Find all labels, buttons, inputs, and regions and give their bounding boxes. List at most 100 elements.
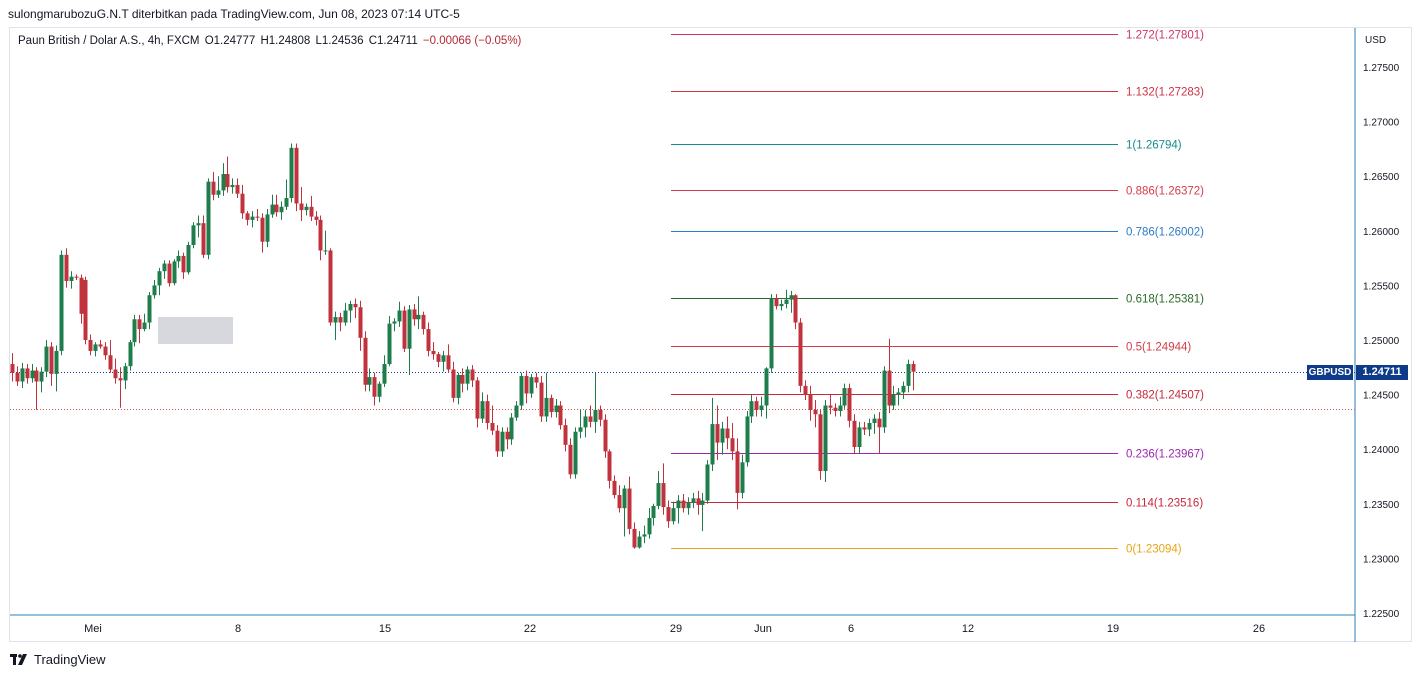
- price-tick-label: 1.26500: [1363, 172, 1400, 183]
- candle-body: [49, 346, 54, 374]
- candle: [705, 460, 710, 504]
- candle-body: [15, 372, 20, 382]
- time-tick-label: 12: [962, 623, 974, 635]
- candle: [343, 302, 348, 326]
- candle-body: [539, 382, 544, 417]
- candle-body: [108, 355, 113, 370]
- candle-body: [764, 368, 769, 406]
- candle: [833, 403, 838, 417]
- candle-body: [514, 405, 519, 418]
- candle: [74, 274, 79, 280]
- candle-body: [260, 217, 265, 242]
- candle: [230, 178, 235, 194]
- candle: [500, 427, 505, 457]
- candle-body: [470, 369, 475, 381]
- candle: [784, 289, 789, 309]
- candle: [128, 340, 133, 371]
- candle-body: [671, 508, 676, 522]
- candle: [544, 372, 549, 422]
- candle: [823, 400, 828, 482]
- time-tick-label: 6: [848, 623, 854, 635]
- tradingview-logo-icon: [10, 653, 27, 665]
- candle: [363, 331, 368, 392]
- candle: [348, 300, 353, 323]
- candle-body: [318, 219, 323, 251]
- candle-body: [328, 250, 333, 323]
- candle: [54, 345, 59, 392]
- candle: [764, 367, 769, 419]
- candle-body: [338, 317, 343, 323]
- candle: [83, 276, 88, 345]
- candle: [740, 454, 745, 499]
- candle-body: [573, 431, 578, 475]
- fib-level-label: 0.114(1.23516): [1126, 498, 1203, 510]
- candle-body: [416, 314, 421, 320]
- candle: [686, 497, 691, 515]
- candle-body: [103, 346, 108, 356]
- candle-body: [245, 213, 250, 220]
- candle-body: [431, 350, 436, 355]
- candle: [877, 412, 882, 454]
- candle-body: [377, 383, 382, 397]
- candle: [754, 396, 759, 417]
- candle: [524, 370, 529, 404]
- candle-body: [852, 420, 857, 448]
- candle-body: [769, 298, 774, 369]
- candle-body: [407, 309, 412, 349]
- candle: [172, 259, 177, 286]
- candle: [588, 405, 593, 428]
- candle-body: [867, 422, 872, 430]
- candle: [460, 368, 465, 393]
- candle-body: [774, 298, 779, 307]
- candle-body: [186, 244, 191, 273]
- candle-body: [911, 364, 916, 372]
- candle-body: [583, 416, 588, 428]
- candle: [554, 398, 559, 418]
- candle-body: [588, 416, 593, 422]
- candle-body: [289, 147, 294, 199]
- candle-body: [181, 255, 186, 273]
- fib-level-label: 1.272(1.27801): [1126, 30, 1204, 42]
- candle: [456, 372, 461, 405]
- candle: [451, 361, 456, 403]
- price-tick-label: 1.26000: [1363, 227, 1400, 238]
- time-tick-label: Jun: [754, 623, 772, 635]
- candle-body: [348, 303, 353, 311]
- candle-body: [265, 214, 270, 242]
- symbol-name: Paun British / Dolar A.S., 4h, FXCM: [18, 35, 200, 47]
- fib-level-label: 0.786(1.26002): [1126, 227, 1204, 239]
- candle-body: [191, 225, 196, 245]
- ohlc-close: C1.24711: [368, 35, 418, 47]
- candle: [93, 342, 98, 357]
- candle: [691, 492, 696, 509]
- candle-body: [808, 394, 813, 410]
- candle-body: [118, 378, 123, 381]
- candle-body: [720, 428, 725, 443]
- candle-body: [730, 438, 735, 452]
- candles: [10, 143, 916, 549]
- candle: [59, 250, 64, 356]
- candle-body: [789, 295, 794, 300]
- candle: [377, 381, 382, 403]
- footer-brand[interactable]: TradingView: [10, 652, 106, 667]
- candle: [20, 362, 25, 389]
- candle-body: [833, 407, 838, 411]
- candle-body: [558, 405, 563, 426]
- candle: [696, 490, 701, 515]
- candle: [676, 495, 681, 524]
- candle: [872, 414, 877, 434]
- candle: [607, 449, 612, 489]
- candle: [412, 303, 417, 326]
- candle-body: [838, 405, 843, 411]
- candle-body: [632, 528, 637, 548]
- chart-frame[interactable]: [9, 27, 1412, 642]
- candle: [382, 355, 387, 387]
- candle-body: [426, 329, 431, 351]
- candle: [749, 394, 754, 423]
- candle: [367, 368, 372, 392]
- candle-body: [363, 337, 368, 385]
- candle: [201, 215, 206, 259]
- time-tick-label: 8: [235, 623, 241, 635]
- price-tick-label: 1.25500: [1363, 281, 1400, 292]
